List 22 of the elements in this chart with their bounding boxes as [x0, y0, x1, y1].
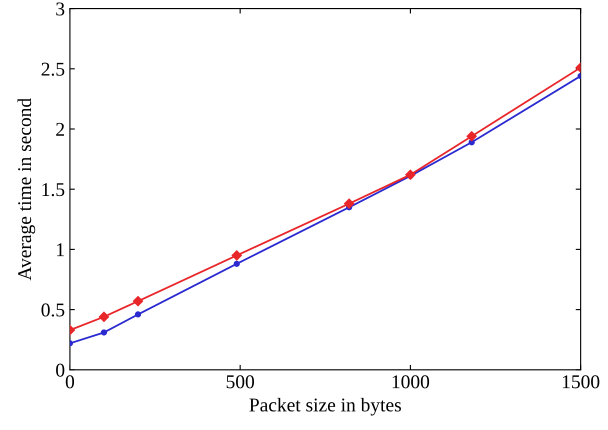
y-tick-label: 2.5 — [42, 62, 64, 76]
x-axis-title: Packet size in bytes — [249, 398, 401, 416]
point — [466, 131, 477, 142]
point — [344, 198, 354, 209]
y-tick-label: 0 — [56, 364, 64, 377]
point — [132, 296, 144, 306]
x-tick-label: 1000 — [392, 375, 430, 388]
y-axis-title: Average time in second — [18, 98, 36, 280]
x-tick-label: 500 — [226, 375, 254, 388]
y-tick-label: 3 — [56, 2, 64, 16]
x-tick-label: 1500 — [562, 375, 600, 388]
x-tick-label: 0 — [66, 375, 74, 388]
y-tick-label: 0.5 — [41, 303, 64, 317]
y-tick-label: 1.5 — [42, 183, 64, 196]
point — [234, 260, 240, 267]
point — [98, 312, 110, 322]
point — [100, 329, 108, 336]
point — [232, 250, 242, 261]
y-tick-label: 1 — [57, 243, 64, 256]
y-tick-label: 2 — [56, 122, 64, 136]
point — [405, 170, 416, 180]
point — [134, 311, 142, 318]
